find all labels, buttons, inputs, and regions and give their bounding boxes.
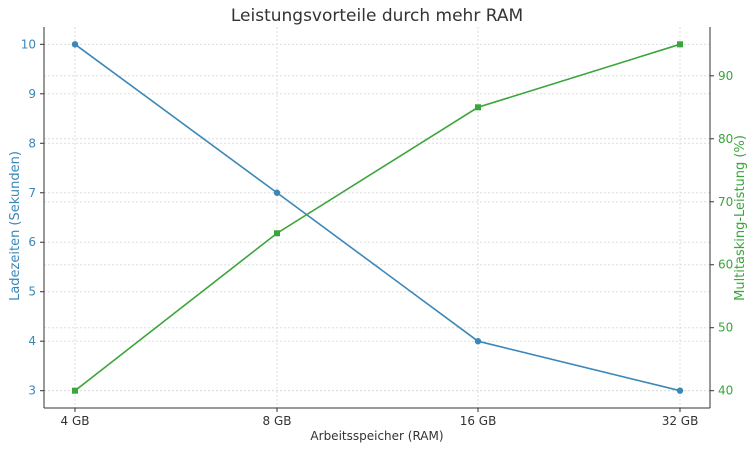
x-axis-label: Arbeitsspeicher (RAM) <box>310 429 443 443</box>
right-tick-label: 50 <box>718 321 733 335</box>
grid <box>44 27 710 408</box>
series-line-1 <box>74 43 681 392</box>
left-tick-label: 5 <box>28 285 36 299</box>
data-point-1 <box>475 104 481 111</box>
right-tick-label: 40 <box>718 384 733 398</box>
data-point-1 <box>274 230 280 237</box>
left-tick-label: 8 <box>28 136 36 150</box>
series-layer <box>71 41 684 394</box>
left-tick-label: 7 <box>28 186 36 200</box>
series-line-0 <box>74 43 681 392</box>
data-point-0 <box>676 387 684 394</box>
data-point-0 <box>474 338 482 345</box>
left-tick-label: 4 <box>28 334 36 348</box>
data-point-0 <box>273 189 281 196</box>
axes: 3 4 5 6 7 8 9 10 40 50 60 70 80 90 4 GB 8 GB 16 GB 32 GB <box>21 27 733 428</box>
right-tick-label: 60 <box>718 258 733 272</box>
data-point-0 <box>71 41 79 48</box>
chart-title: Leistungsvorteile durch mehr RAM <box>231 6 523 26</box>
x-tick-label: 32 GB <box>662 414 699 428</box>
left-tick-label: 3 <box>28 384 36 398</box>
right-axis-label: Multitasking-Leistung (%) <box>733 135 748 301</box>
right-tick-label: 70 <box>718 195 733 209</box>
right-tick-label: 90 <box>718 69 733 83</box>
left-axis-label: Ladezeiten (Sekunden) <box>8 151 23 301</box>
left-tick-label: 10 <box>21 37 36 51</box>
data-point-1 <box>677 41 683 48</box>
right-tick-label: 80 <box>718 132 733 146</box>
left-tick-label: 6 <box>28 235 36 249</box>
x-tick-label: 16 GB <box>460 414 497 428</box>
x-tick-label: 4 GB <box>61 414 90 428</box>
left-tick-label: 9 <box>28 87 36 101</box>
x-tick-label: 8 GB <box>263 414 292 428</box>
data-point-1 <box>72 387 78 394</box>
